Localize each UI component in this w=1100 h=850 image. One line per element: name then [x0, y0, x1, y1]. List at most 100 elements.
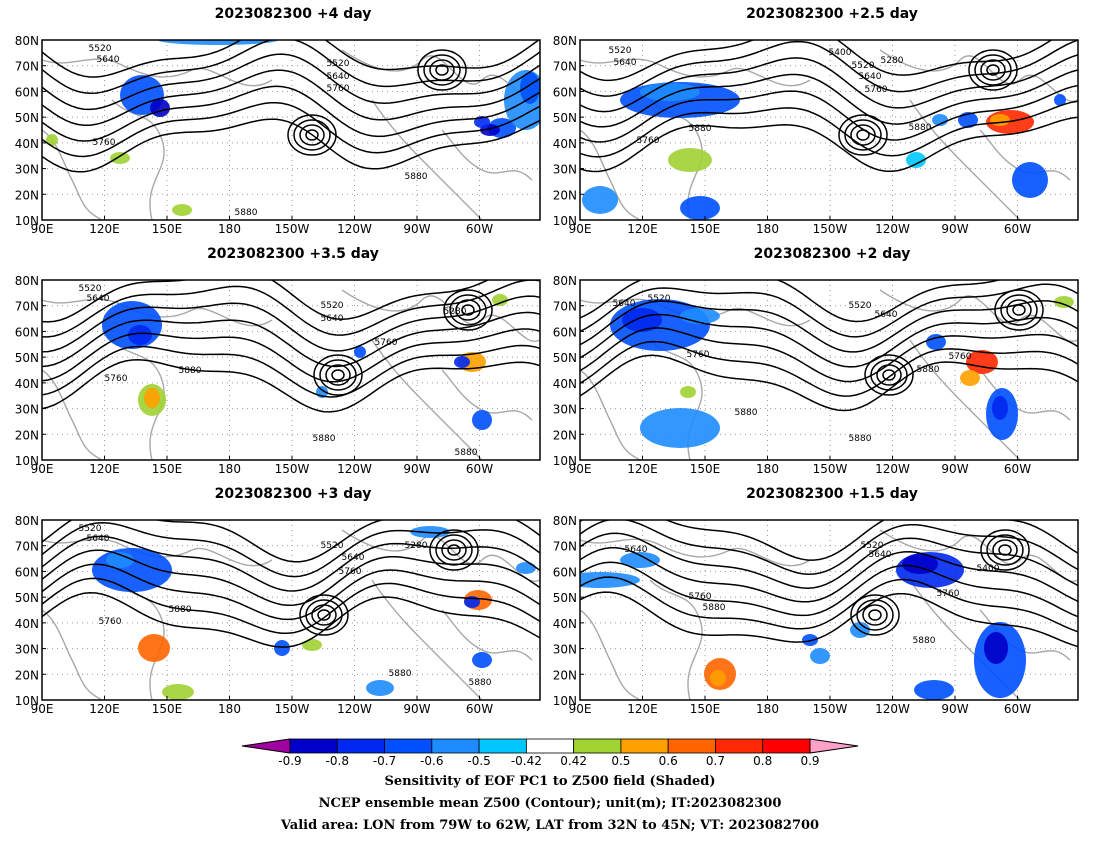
closed-contour	[305, 129, 319, 141]
colorbar-segment	[431, 738, 480, 754]
closed-contour	[850, 594, 900, 636]
closed-contour	[998, 544, 1012, 556]
closed-contour	[311, 604, 337, 626]
coastline	[649, 579, 703, 700]
coastline	[371, 579, 483, 700]
lat-label: 40N	[553, 617, 577, 631]
contour-label: 5880	[703, 603, 726, 613]
colorbar-tick-label: 0.9	[800, 754, 819, 768]
map-frame	[579, 519, 1079, 701]
sensitivity-shading	[620, 552, 660, 568]
lon-label: 150E	[152, 462, 183, 476]
contour-label: 5880	[917, 365, 940, 375]
colorbar-tick-label: -0.6	[420, 754, 443, 768]
map-panel: 5520564055205640576058805760588058805280…	[15, 274, 541, 476]
z500-contour	[580, 532, 1078, 589]
lat-label: 10N	[15, 694, 39, 708]
contour-label: 5520	[321, 301, 344, 311]
sensitivity-shading	[680, 308, 720, 324]
coastline	[580, 609, 641, 700]
lon-label: 150W	[275, 702, 310, 716]
colorbar-segment	[384, 738, 433, 754]
coastline	[441, 609, 533, 661]
colorbar-tick-label: 0.7	[706, 754, 725, 768]
lon-label: 120W	[875, 702, 910, 716]
contour-label: 5280	[405, 541, 428, 551]
lon-label: 90W	[941, 222, 968, 236]
colorbar-tick-label: -0.42	[511, 754, 542, 768]
lon-label: 120E	[627, 462, 658, 476]
sensitivity-shading	[680, 386, 696, 398]
closed-contour	[838, 114, 888, 156]
coastline	[371, 99, 483, 220]
closed-contour	[293, 119, 331, 151]
panel-title: 2023082300 +3.5 day	[207, 246, 379, 262]
lat-label: 10N	[553, 214, 577, 228]
colorbar-segment	[667, 738, 716, 754]
lat-label: 10N	[553, 694, 577, 708]
z500-contour	[42, 40, 540, 78]
z500-contour	[580, 561, 1078, 618]
contour-label: 5760	[637, 136, 660, 146]
closed-contour	[882, 369, 896, 381]
sensitivity-shading	[640, 83, 700, 101]
lon-label: 90W	[403, 702, 430, 716]
coastline	[42, 58, 273, 87]
z500-contour	[42, 563, 540, 621]
lon-label: 120W	[337, 702, 372, 716]
closed-contour	[443, 289, 493, 331]
lat-label: 70N	[15, 540, 39, 554]
lon-label: 150E	[152, 702, 183, 716]
z500-contour	[42, 40, 540, 95]
lon-label: 150W	[813, 702, 848, 716]
lon-label: 180	[756, 702, 779, 716]
lon-label: 150W	[275, 462, 310, 476]
sensitivity-shading	[984, 632, 1008, 664]
lat-label: 80N	[553, 34, 577, 48]
contour-label: 5880	[735, 408, 758, 418]
sensitivity-shading	[906, 152, 926, 168]
panel-title: 2023082300 +3 day	[214, 486, 372, 502]
sensitivity-shading	[474, 116, 490, 128]
contour-label: 5880	[455, 448, 478, 458]
z500-contour	[42, 295, 540, 353]
closed-contour	[1012, 304, 1026, 316]
lat-label: 60N	[15, 325, 39, 339]
closed-contour	[1000, 294, 1038, 326]
sensitivity-shading	[1054, 94, 1066, 106]
contour-label: 5760	[327, 84, 350, 94]
lat-label: 60N	[553, 565, 577, 579]
lat-label: 30N	[553, 643, 577, 657]
panel-title: 2023082300 +4 day	[214, 6, 372, 22]
lon-label: 120E	[627, 702, 658, 716]
lat-label: 80N	[15, 34, 39, 48]
sensitivity-shading	[128, 325, 152, 345]
colorbar: -0.9 -0.8 -0.7 -0.6 -0.5 -0.42 0.42 0.5 0.6 0.7 0.…	[241, 738, 859, 768]
lon-label: 90E	[31, 462, 54, 476]
lat-label: 80N	[553, 514, 577, 528]
closed-contour	[850, 124, 876, 146]
closed-contour	[986, 534, 1024, 566]
lon-label: 60W	[1004, 462, 1031, 476]
lat-label: 20N	[15, 428, 39, 442]
contour-label: 5880	[469, 678, 492, 688]
sensitivity-shading	[158, 40, 278, 45]
lat-label: 20N	[553, 188, 577, 202]
sensitivity-shading	[914, 680, 954, 700]
lon-label: 150E	[152, 222, 183, 236]
contour-label: 5880	[405, 172, 428, 182]
sensitivity-shading	[472, 652, 492, 668]
z500-contour	[42, 344, 540, 398]
sensitivity-shading	[640, 408, 720, 448]
z500-contour	[580, 327, 1078, 383]
lon-label: 90E	[31, 222, 54, 236]
z500-contour	[42, 280, 540, 338]
lon-label: 90W	[941, 462, 968, 476]
lat-label: 70N	[15, 300, 39, 314]
sensitivity-shading	[926, 334, 946, 350]
z500-contour	[580, 283, 1078, 338]
lat-label: 60N	[553, 85, 577, 99]
sensitivity-shading	[582, 186, 618, 214]
